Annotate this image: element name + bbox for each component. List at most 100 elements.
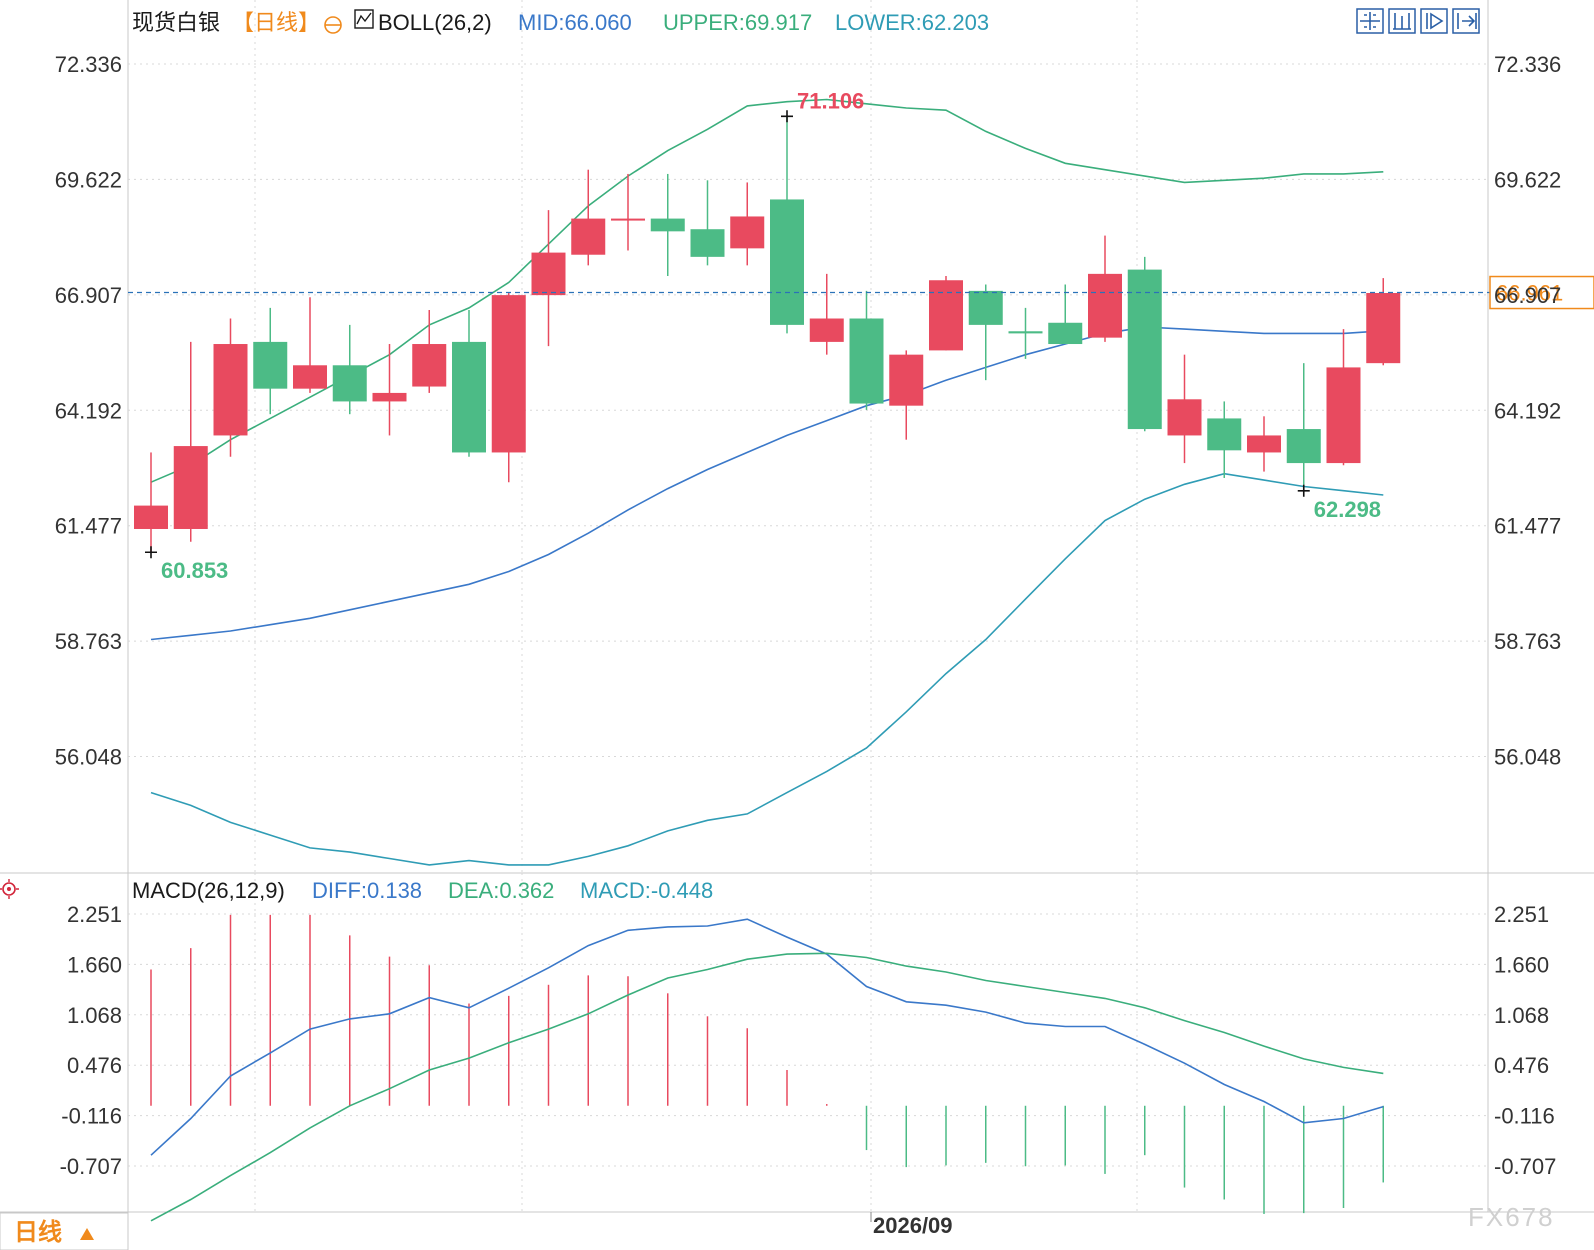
boll-mid-value: MID:66.060: [518, 10, 632, 35]
candle-body: [332, 365, 367, 402]
candle: [611, 173, 645, 251]
candle-body: [1088, 273, 1122, 338]
candle-body: [491, 295, 526, 453]
candle: [929, 275, 963, 351]
macd-lines: [150, 918, 1384, 1222]
low-annotation: 62.298: [1314, 497, 1381, 522]
macd-y-tick-right: 1.068: [1494, 1003, 1549, 1028]
candle: [332, 324, 367, 415]
candle-body: [1048, 322, 1083, 345]
macd-y-tick-left: 0.476: [67, 1053, 122, 1078]
jump-to-end-icon[interactable]: [1452, 8, 1480, 34]
macd-indicator-name[interactable]: MACD(26,12,9): [132, 878, 285, 903]
x-axis-date-label: 2026/09: [873, 1213, 953, 1238]
boll-upper-value: UPPER:69.917: [663, 10, 812, 35]
boll-mid-line: [150, 326, 1384, 641]
macd-dea-value: DEA:0.362: [448, 878, 554, 903]
macd-dea-line: [150, 952, 1384, 1222]
period-label[interactable]: 【日线】: [232, 10, 320, 35]
candle-body: [293, 365, 327, 389]
indicator-chart-icon[interactable]: [354, 9, 374, 29]
candle-body: [253, 341, 288, 389]
current-price-tag: 66.961: [1496, 281, 1563, 306]
candle: [372, 344, 407, 436]
macd-y-tick-left: 1.068: [67, 1003, 122, 1028]
low-annotation: 60.853: [161, 558, 228, 583]
candle: [730, 182, 765, 266]
candle: [770, 116, 804, 334]
price-annotations: 71.106 60.853 62.298: [145, 88, 1381, 583]
extreme-marker: [145, 546, 157, 559]
current-price-tag-box: [1489, 275, 1594, 310]
candle-body: [730, 216, 765, 249]
macd-y-tick-right: -0.707: [1494, 1154, 1556, 1179]
candle-body: [929, 280, 963, 351]
y-tick-label-left: 61.477: [55, 514, 122, 539]
watermark: FX678: [1468, 1202, 1555, 1232]
macd-y-tick-left: 2.251: [67, 902, 122, 927]
candle-body: [1008, 331, 1043, 334]
candlesticks[interactable]: [134, 116, 1401, 553]
macd-y-tick-left: -0.707: [60, 1154, 122, 1179]
candle: [690, 180, 725, 266]
candle: [134, 452, 168, 553]
bollinger-bands: [150, 98, 1384, 866]
candle-body: [849, 318, 884, 404]
candle-body: [531, 252, 566, 296]
candle: [213, 318, 248, 457]
step-forward-icon[interactable]: [1420, 8, 1448, 34]
candle-body: [452, 341, 486, 453]
macd-histogram: [150, 914, 1384, 1214]
candle-body: [372, 392, 407, 402]
candle: [968, 284, 1003, 381]
footer-bar: 日线 2026/09 FX678: [0, 1202, 1555, 1250]
candle-body: [809, 318, 844, 342]
candle-body: [1366, 292, 1401, 364]
candle: [1366, 278, 1401, 366]
candle-body: [1247, 435, 1281, 453]
candle: [452, 310, 486, 457]
grid-lines: [128, 0, 1488, 1212]
candle-body: [173, 446, 208, 529]
macd-settings-icon[interactable]: [0, 879, 19, 899]
candle: [889, 350, 924, 440]
y-tick-label-left: 66.907: [55, 283, 122, 308]
axis-labels: 72.336 72.336 69.622 69.622 66.907 66.907 64.1…: [55, 52, 1562, 1179]
candle-body: [1286, 429, 1321, 464]
candle-body: [213, 344, 248, 436]
macd-y-tick-right: 1.660: [1494, 952, 1549, 977]
candle-body: [1127, 269, 1162, 430]
candle: [849, 290, 884, 410]
settings-circle-icon[interactable]: [324, 16, 342, 34]
candle: [1247, 416, 1281, 472]
candle-body: [1207, 418, 1242, 451]
candle-body: [968, 290, 1003, 325]
crosshair-tool-icon[interactable]: [1356, 8, 1384, 34]
macd-y-tick-right: -0.116: [1494, 1104, 1555, 1129]
y-tick-label-right: 58.763: [1494, 629, 1561, 654]
candle: [412, 310, 447, 393]
y-tick-label-right: 61.477: [1494, 514, 1561, 539]
candle-body: [611, 218, 645, 221]
extreme-marker: [781, 110, 793, 123]
candle: [1008, 307, 1043, 359]
bar-tool-icon[interactable]: [1388, 8, 1416, 34]
boll-indicator-name[interactable]: BOLL(26,2): [378, 10, 492, 35]
candle: [1326, 329, 1361, 466]
candle-body: [650, 218, 685, 232]
candle: [173, 341, 208, 542]
extreme-marker: [1297, 484, 1310, 497]
candle: [571, 169, 606, 266]
y-tick-label-left: 58.763: [55, 629, 122, 654]
macd-y-tick-left: -0.116: [61, 1104, 122, 1129]
macd-macd-value: MACD:-0.448: [580, 878, 713, 903]
candle: [1286, 363, 1321, 491]
candle-body: [889, 354, 924, 406]
caret-up-icon: [80, 1228, 94, 1240]
candle: [809, 273, 844, 355]
period-selector[interactable]: 日线: [0, 1212, 129, 1250]
candle-body: [412, 344, 447, 387]
macd-diff-value: DIFF:0.138: [312, 878, 422, 903]
instrument-name: 现货白银: [132, 10, 220, 35]
